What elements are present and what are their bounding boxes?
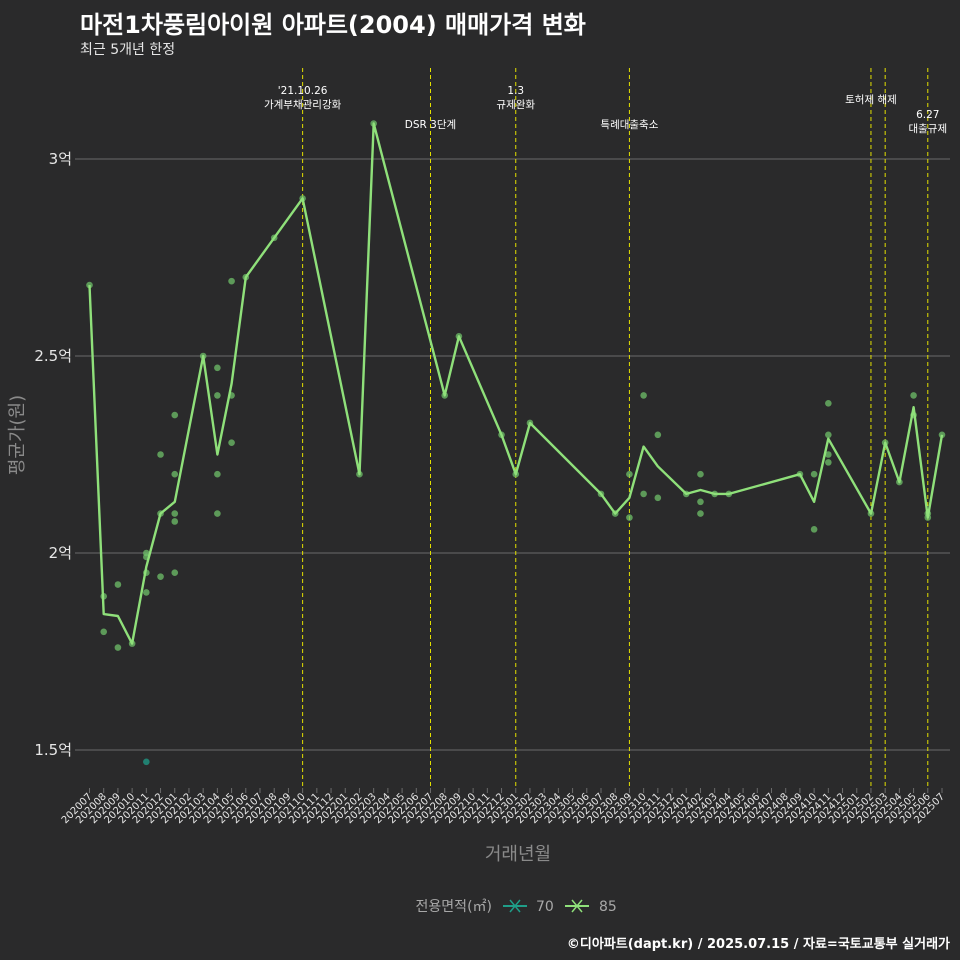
y-axis-ticks: 1.5억 2억 2.5억 3억	[34, 150, 72, 759]
data-point-85	[214, 470, 221, 478]
data-point-85	[825, 451, 832, 458]
chart-subtitle: 최근 5개년 한정	[80, 42, 176, 58]
data-point-85	[654, 494, 662, 502]
y-axis-title: 평균가(원)	[7, 395, 28, 475]
event-label: 가계부채관리강화	[264, 99, 342, 111]
data-point-85	[171, 510, 179, 517]
x-axis-ticks: 2020072020082020092020102020112020122021…	[60, 788, 947, 826]
data-point-85	[228, 439, 235, 446]
event-label: 특례대출축소	[600, 119, 658, 131]
data-point-85	[86, 281, 93, 289]
data-point-85	[171, 518, 179, 525]
data-point-85	[810, 470, 818, 478]
data-point-85	[114, 644, 122, 651]
data-point-85	[825, 399, 832, 407]
legend-key-85	[565, 899, 589, 913]
chart-title: 마전1차풍림아이원 아파트(2004) 매매가격 변화	[80, 11, 586, 39]
data-point-85	[171, 470, 179, 478]
x-axis-title: 거래년월	[485, 844, 551, 865]
y-tick-label: 2억	[49, 544, 72, 562]
series-line-85	[88, 122, 944, 645]
event-label: 6.27	[916, 109, 939, 121]
data-point-85	[100, 628, 108, 636]
data-point-85	[697, 470, 704, 478]
data-point-85	[214, 392, 221, 399]
y-tick-label: 2.5억	[34, 347, 72, 365]
data-point-85	[640, 490, 647, 498]
data-point-85	[654, 431, 662, 439]
data-point-85	[697, 510, 704, 517]
series-lines	[88, 122, 944, 645]
event-label: DSR 3단계	[405, 119, 456, 131]
event-label: 대출규제	[908, 123, 947, 135]
event-label: 토허제 해제	[845, 93, 897, 106]
data-point-85	[825, 459, 832, 466]
event-label: '21.10.26	[278, 85, 328, 97]
data-point-85	[114, 581, 122, 588]
data-point-85	[697, 498, 704, 506]
data-point-85	[157, 451, 164, 458]
data-point-85	[157, 573, 164, 580]
event-label: 규제완화	[496, 98, 535, 111]
y-tick-label: 3억	[49, 150, 72, 168]
data-point-85	[825, 431, 832, 439]
legend-label-85: 85	[599, 899, 617, 915]
legend-title: 전용면적(㎡)	[416, 899, 492, 915]
data-point-85	[171, 411, 179, 419]
data-point-85	[626, 470, 633, 478]
legend-key-70	[503, 899, 527, 913]
event-lines	[302, 68, 929, 788]
data-point-85	[810, 526, 818, 533]
data-point-85	[910, 392, 917, 399]
grid-lines	[75, 158, 950, 751]
data-point-85	[626, 514, 633, 521]
source-caption: ©디아파트(dapt.kr) / 2025.07.15 / 자료=국토교통부 실…	[566, 937, 950, 952]
data-point-85	[214, 364, 221, 372]
y-tick-label: 1.5억	[34, 741, 72, 759]
legend: 전용면적(㎡) 70 85	[416, 899, 617, 915]
data-point-85	[228, 277, 235, 285]
data-point-85	[171, 569, 179, 576]
legend-label-70: 70	[536, 899, 554, 915]
data-point-70	[143, 758, 150, 766]
data-point-85	[214, 510, 221, 517]
event-label: 1.3	[507, 85, 524, 97]
data-point-85	[143, 589, 150, 596]
data-point-85	[640, 392, 647, 399]
